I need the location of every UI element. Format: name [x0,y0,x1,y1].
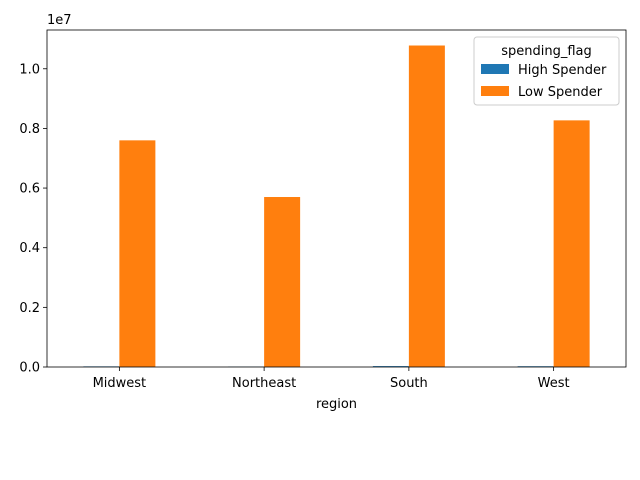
x-tick-label: South [390,376,428,391]
y-tick-label: 0.2 [19,301,40,316]
y-tick-label: 0.4 [19,241,40,256]
legend-entry-label: High Spender [518,63,607,78]
legend-title: spending_flag [501,44,592,59]
bar-low-spender-midwest [119,140,156,367]
bar-high-spender-south [372,366,409,367]
x-axis: Midwest Northeast South West [93,367,570,391]
bar-low-spender-west [553,120,590,368]
legend-swatch [481,64,509,74]
x-axis-label: region [316,397,357,412]
x-tick-label: Midwest [93,376,147,391]
legend-swatch [481,86,509,96]
bars-group [83,45,590,368]
y-tick-label: 1.0 [19,62,40,77]
x-tick-label: Northeast [232,376,296,391]
y-tick-label: 0.6 [19,182,40,197]
y-tick-label: 0.8 [19,122,40,137]
bar-low-spender-south [408,45,445,367]
plot-frame [46,29,627,368]
y-offset-label: 1e7 [47,13,72,28]
legend-frame [473,36,620,106]
legend-entry-label: Low Spender [518,85,603,100]
x-tick-label: West [538,376,570,391]
y-axis: 0.0 0.2 0.4 0.6 0.8 1.0 [19,62,47,376]
bar-low-spender-northeast [264,197,301,367]
legend: spending_flag High Spender Low Spender [473,36,620,106]
y-tick-label: 0.0 [19,361,40,376]
